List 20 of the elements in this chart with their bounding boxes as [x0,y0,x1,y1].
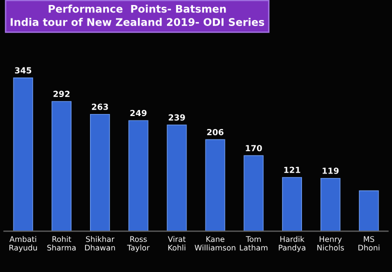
chart-title: Performance Points- Batsmen India tour of New Zealand 2019- ODI Series [10,4,264,26]
data-label: 345 [14,67,32,74]
bar [52,101,72,232]
data-label: 249 [130,110,147,116]
data-label: 119 [322,168,339,174]
bar [166,124,187,232]
data-label: 263 [92,104,108,110]
bar [282,177,302,232]
bar [128,120,148,232]
bar [90,114,110,232]
data-label: 292 [54,90,70,98]
bar [244,155,264,232]
bar [358,190,379,232]
data-label: 170 [246,144,262,152]
data-label: 239 [168,114,185,121]
data-label: 206 [207,128,224,136]
data-label: 121 [284,166,300,173]
bar [13,78,34,232]
bar [205,139,226,232]
bar [320,178,340,232]
